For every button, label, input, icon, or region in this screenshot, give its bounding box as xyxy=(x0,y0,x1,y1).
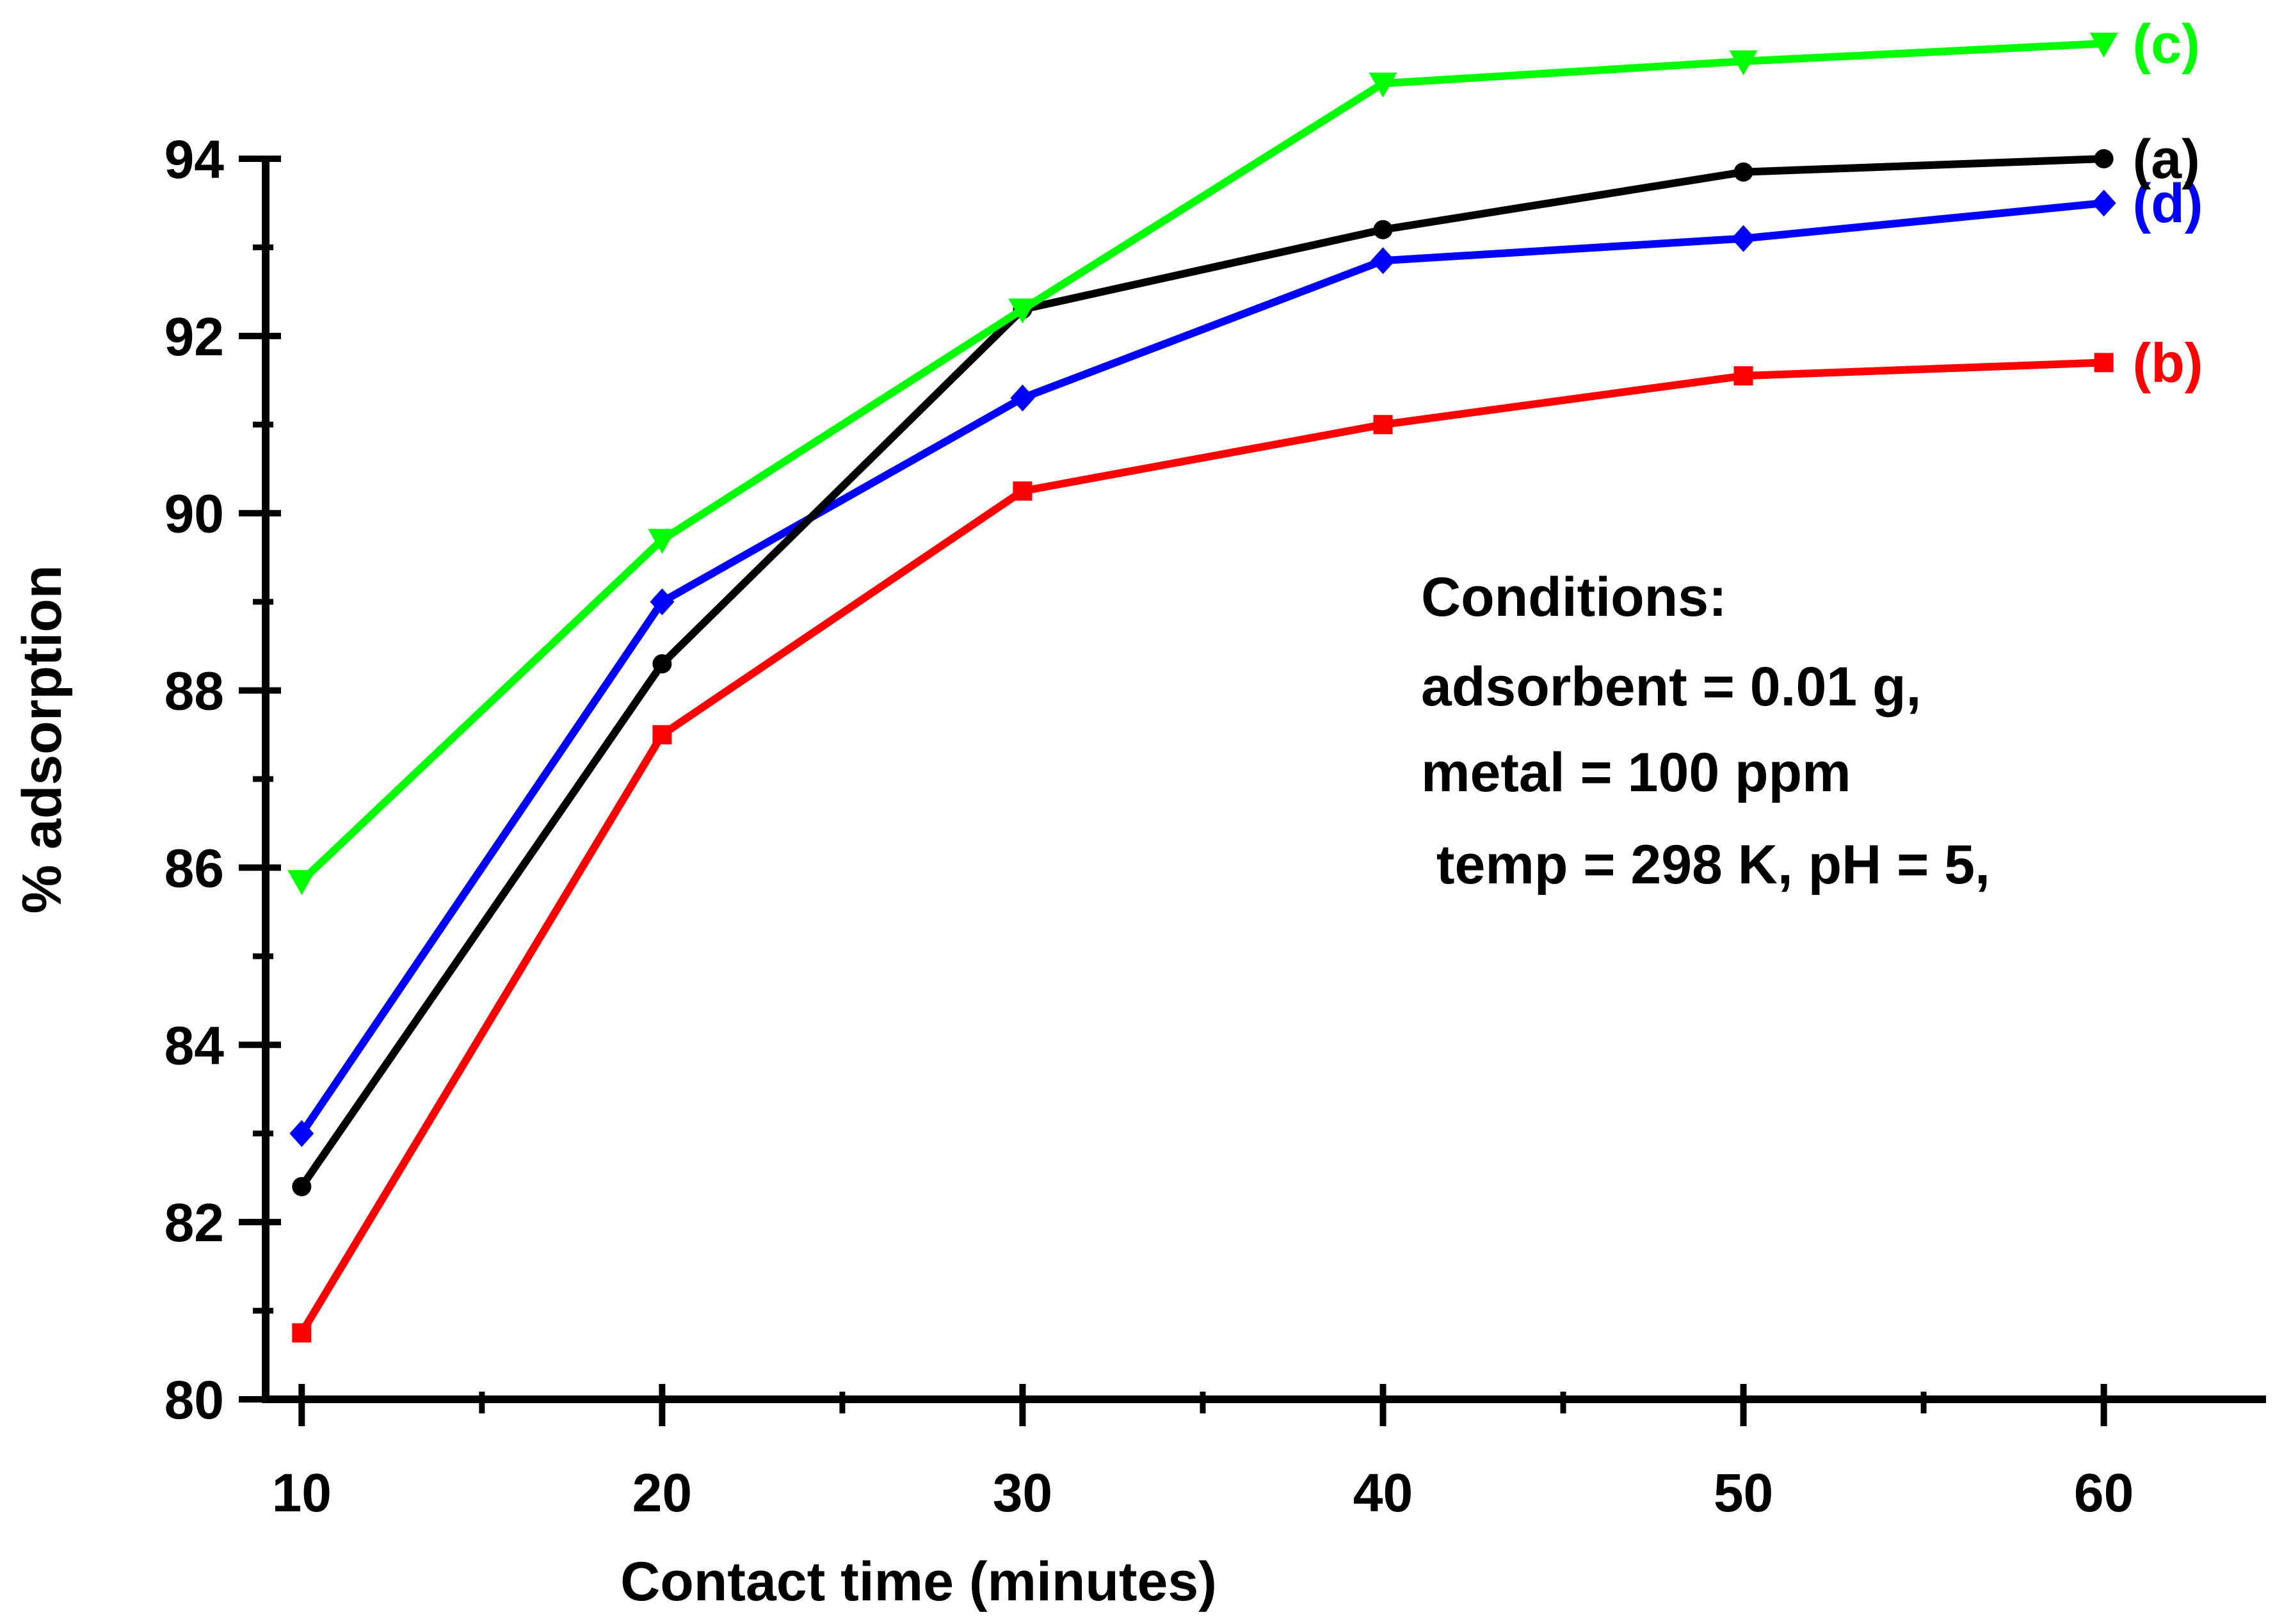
x-tick-label: 40 xyxy=(1353,1463,1413,1523)
y-tick-label: 82 xyxy=(165,1193,224,1253)
series-line xyxy=(298,40,2108,885)
data-point xyxy=(648,529,677,554)
y-axis-label: % adsorption xyxy=(12,565,73,914)
data-point xyxy=(1731,225,1756,252)
data-point xyxy=(2094,149,2114,168)
series-line xyxy=(298,155,2108,1191)
y-tick-label: 84 xyxy=(165,1015,225,1075)
data-point xyxy=(1373,415,1393,435)
series-label-d: (d) xyxy=(2133,173,2203,234)
data-point xyxy=(1729,50,1758,76)
data-point xyxy=(1008,298,1037,324)
y-tick-label: 88 xyxy=(165,661,224,721)
data-point xyxy=(652,725,672,744)
x-axis-label: Contact time (minutes) xyxy=(620,1551,1217,1612)
data-point xyxy=(650,588,675,616)
data-point xyxy=(2091,189,2116,217)
data-point xyxy=(289,1120,314,1147)
series-labels: (b) (d)(a) (c) xyxy=(2133,13,2203,394)
axes: 80 82 84 86 88 90 92 94 10 20 30 40 50 60 xyxy=(165,129,2266,1523)
annotation-line: metal = 100 ppm xyxy=(1421,742,1851,803)
y-tick-label: 86 xyxy=(165,838,224,898)
data-point xyxy=(2089,33,2118,58)
annotation-line: temp = 298 K, pH = 5, xyxy=(1421,834,1990,896)
data-point xyxy=(1733,162,1753,182)
x-tick-label: 10 xyxy=(272,1463,332,1523)
series-c xyxy=(287,33,2118,896)
series-label-b: (b) xyxy=(2133,332,2203,394)
series-layer xyxy=(287,33,2118,1343)
x-tick-label: 50 xyxy=(1714,1463,1773,1523)
series-line xyxy=(298,358,2108,1337)
series-d xyxy=(289,189,2116,1147)
series-a xyxy=(292,149,2114,1196)
data-point xyxy=(1371,247,1395,275)
y-tick-label: 92 xyxy=(165,307,224,367)
annotation-line: Conditions: xyxy=(1421,567,1727,628)
series-b xyxy=(292,353,2114,1343)
data-point xyxy=(292,1177,312,1196)
data-point xyxy=(2094,353,2114,373)
series-line xyxy=(298,199,2108,1138)
x-tick-label: 20 xyxy=(632,1463,692,1523)
y-tick-label: 90 xyxy=(165,484,224,544)
data-point xyxy=(1013,481,1033,501)
y-tick-label: 94 xyxy=(165,129,225,189)
x-tick-label: 30 xyxy=(993,1463,1052,1523)
data-point xyxy=(652,654,672,674)
series-label-a: (a) xyxy=(2133,129,2200,190)
annotation-line: adsorbent = 0.01 g, xyxy=(1421,656,1921,718)
series-label-c: (c) xyxy=(2133,13,2200,75)
data-point xyxy=(1010,384,1035,412)
data-point xyxy=(292,1323,312,1343)
y-tick-label: 80 xyxy=(165,1370,224,1430)
data-point xyxy=(287,870,316,896)
data-point xyxy=(1733,366,1753,386)
conditions-annotation: Conditions: adsorbent = 0.01 g, metal = … xyxy=(1421,567,1990,896)
data-point xyxy=(1373,220,1393,239)
data-point xyxy=(1369,72,1397,98)
x-tick-label: 60 xyxy=(2074,1463,2134,1523)
